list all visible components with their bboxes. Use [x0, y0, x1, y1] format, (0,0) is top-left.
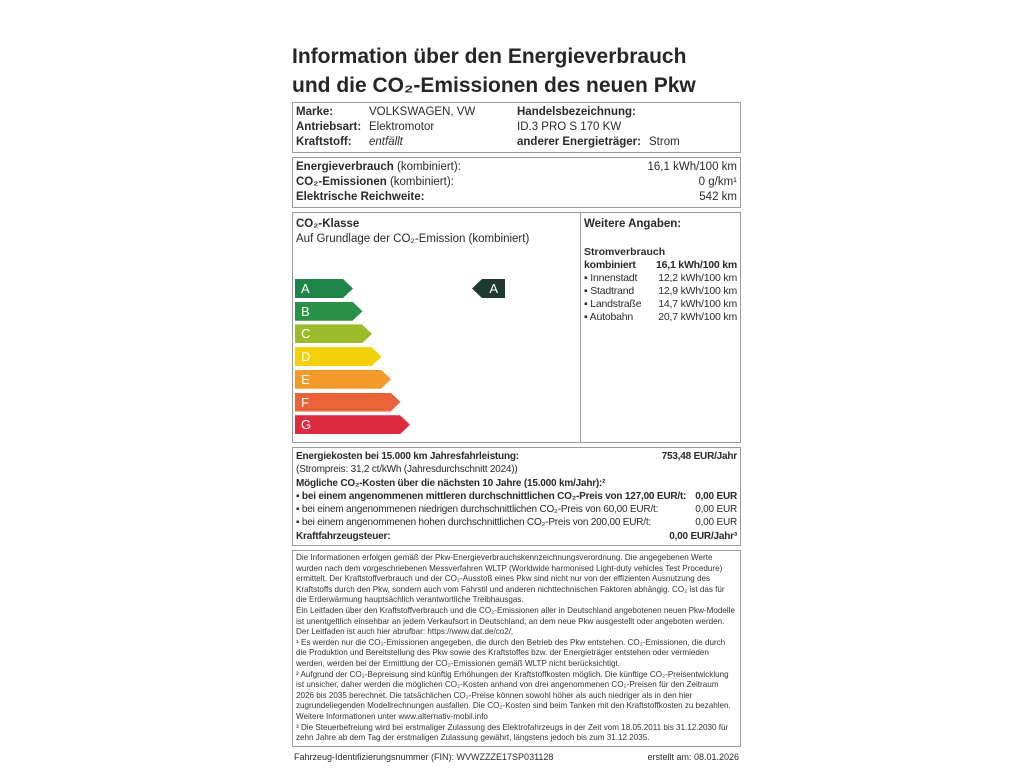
title-line-2: und die CO₂-Emissionen des neuen Pkw [292, 74, 696, 97]
handel-label: Handelsbezeichnung: [517, 106, 636, 118]
label-sheet: Information über den Energieverbrauch un… [292, 42, 741, 763]
further-list: kombiniert 16,1 kWh/100 km ▪ Innenstadt 1… [584, 259, 737, 324]
kraftstoff-label: Kraftstoff: [296, 136, 352, 148]
page-title: Information über den Energieverbrauch un… [292, 42, 741, 100]
created-date: erstellt am: 08.01.2026 [647, 751, 739, 762]
co2-high-label: ▪ bei einem angenommenen hohen durchschn… [296, 517, 652, 529]
combined-value: 16,1 kWh/100 km [655, 259, 737, 271]
co2-class-arrow-a: A [295, 279, 353, 298]
antrieb-label: Antriebsart: [296, 121, 362, 133]
further-heading: Weitere Angaben: [584, 218, 682, 230]
antrieb-value: Elektromotor [369, 121, 435, 133]
tax-value: 0,00 EUR/Jahr³ [669, 530, 737, 542]
price-note: (Strompreis: 31,2 ct/kWh (Jahresdurchsch… [296, 464, 518, 476]
range-value: 542 km [699, 191, 737, 203]
consumption-box: Energieverbrauch (kombiniert): 16,1 kWh/1… [292, 157, 741, 208]
fin: Fahrzeug-Identifizierungsnummer (FIN): W… [294, 751, 554, 762]
footnote-intro: Die Informationen erfolgen gemäß der Pkw… [296, 553, 725, 605]
co2-class-arrow-e: E [295, 370, 391, 389]
co2-label: CO₂-Emissionen (kombiniert): [296, 176, 454, 188]
energy-label: Energieverbrauch (kombiniert): [296, 161, 461, 173]
co2-class-arrow-d: D [295, 347, 382, 366]
co2-value: 0 g/km¹ [698, 176, 737, 188]
co2-class-arrow-b: B [295, 302, 363, 321]
handel-value: ID.3 PRO S 170 KW [517, 121, 622, 133]
energietraeger-label: anderer Energieträger: [517, 136, 641, 148]
further-info-panel: Weitere Angaben: Stromverbrauch kombinie… [580, 213, 740, 442]
energy-value: 16,1 kWh/100 km [647, 161, 737, 173]
co2-mid-value: 0,00 EUR [695, 490, 737, 502]
further-sub: Stromverbrauch [584, 246, 666, 258]
co2-class-arrow-g: G [295, 415, 410, 434]
co2-mid-label: ▪ bei einem angenommenen mittleren durch… [296, 490, 687, 502]
title-line-1: Information über den Energieverbrauch [292, 45, 687, 68]
marke-label: Marke: [296, 106, 334, 118]
co2-low-label: ▪ bei einem angenommenen niedrigen durch… [296, 504, 659, 516]
costs-box: Energiekosten bei 15.000 km Jahresfahrle… [292, 447, 741, 547]
range-label: Elektrische Reichweite: [296, 191, 425, 203]
further-item-label: ▪ Autobahn [584, 311, 634, 323]
footer: Fahrzeug-Identifizierungsnummer (FIN): W… [292, 751, 741, 763]
further-item-value: 20,7 kWh/100 km [658, 311, 737, 323]
co2-class-box: CO₂-Klasse Auf Grundlage der CO₂-Emissio… [292, 212, 741, 443]
further-item-value: 12,2 kWh/100 km [658, 272, 737, 284]
further-item-value: 14,7 kWh/100 km [658, 298, 737, 310]
further-item-label: ▪ Landstraße [584, 298, 642, 310]
footnote-1: ¹ Es werden nur die CO₂-Emissionen angeg… [296, 637, 726, 669]
tax-label: Kraftfahrzeugsteuer: [296, 530, 391, 542]
combined-label: kombiniert [584, 259, 636, 271]
energietraeger-value: Strom [649, 136, 680, 148]
further-item-value: 12,9 kWh/100 km [658, 285, 737, 297]
further-item-label: ▪ Innenstadt [584, 272, 638, 284]
co2-low-value: 0,00 EUR [695, 504, 737, 516]
co2-class-heading: CO₂-Klasse [296, 218, 360, 230]
energy-cost-label: Energiekosten bei 15.000 km Jahresfahrle… [296, 451, 519, 462]
co2-class-arrow-f: F [295, 393, 401, 412]
co2-class-subheading: Auf Grundlage der CO₂-Emission (kombinie… [296, 233, 530, 245]
footnote-3: ³ Die Steuerbefreiung wird bei erstmalig… [296, 722, 729, 743]
current-class-indicator: A [472, 279, 505, 298]
further-item-label: ▪ Stadtrand [584, 285, 634, 297]
co2-class-arrow-c: C [295, 324, 372, 343]
co2-cost-heading: Mögliche CO₂-Kosten über die nächsten 10… [296, 477, 606, 489]
footnote-2: ² Aufgrund der CO₂-Bepreisung sind künft… [296, 669, 731, 721]
footnotes-box: Die Informationen erfolgen gemäß der Pkw… [292, 550, 741, 747]
vehicle-box: Marke: VOLKSWAGEN, VW Handelsbezeichnung… [292, 102, 741, 153]
footnote-guide: Ein Leitfaden über den Kraftstoffverbrau… [296, 606, 735, 637]
kraftstoff-value: entfällt [369, 136, 403, 148]
energy-cost-value: 753,48 EUR/Jahr [661, 451, 738, 462]
co2-high-value: 0,00 EUR [695, 517, 737, 529]
marke-value: VOLKSWAGEN, VW [369, 106, 476, 118]
